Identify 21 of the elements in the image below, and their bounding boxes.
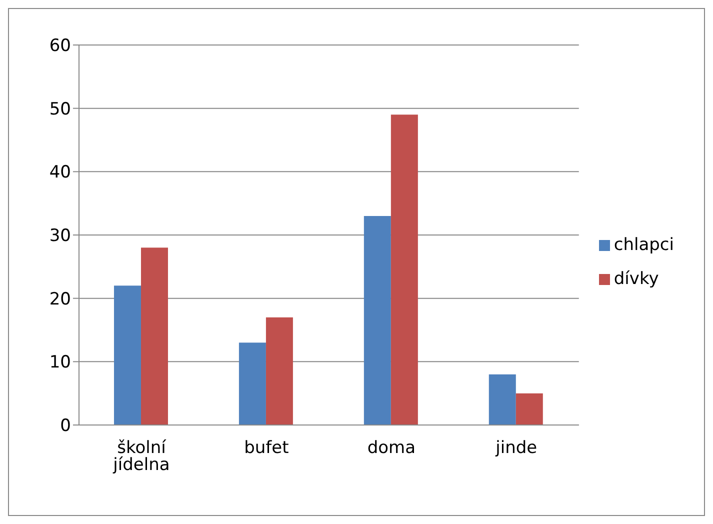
y-tick-label: 50	[49, 99, 71, 120]
bar	[488, 374, 516, 425]
bar	[140, 248, 168, 425]
bar	[238, 342, 266, 425]
x-tick-label: doma	[367, 438, 416, 458]
bar	[114, 286, 141, 425]
y-tick-label: 20	[49, 289, 71, 310]
y-tick-label: 10	[49, 352, 71, 373]
x-tick-label: školní jídelna	[112, 438, 170, 476]
y-tick-label: 40	[49, 162, 71, 183]
y-tick-label: 60	[49, 36, 71, 56]
legend-label: dívky	[614, 269, 659, 289]
x-tick-label: jinde	[494, 438, 538, 458]
bar	[266, 317, 293, 425]
y-tick-label: 30	[49, 226, 71, 246]
x-tick-label: bufet	[244, 438, 290, 458]
bar	[516, 393, 543, 425]
bar	[390, 114, 418, 425]
legend-label: chlapci	[614, 235, 674, 255]
y-tick-label: 0	[60, 416, 71, 436]
bar	[364, 216, 391, 425]
